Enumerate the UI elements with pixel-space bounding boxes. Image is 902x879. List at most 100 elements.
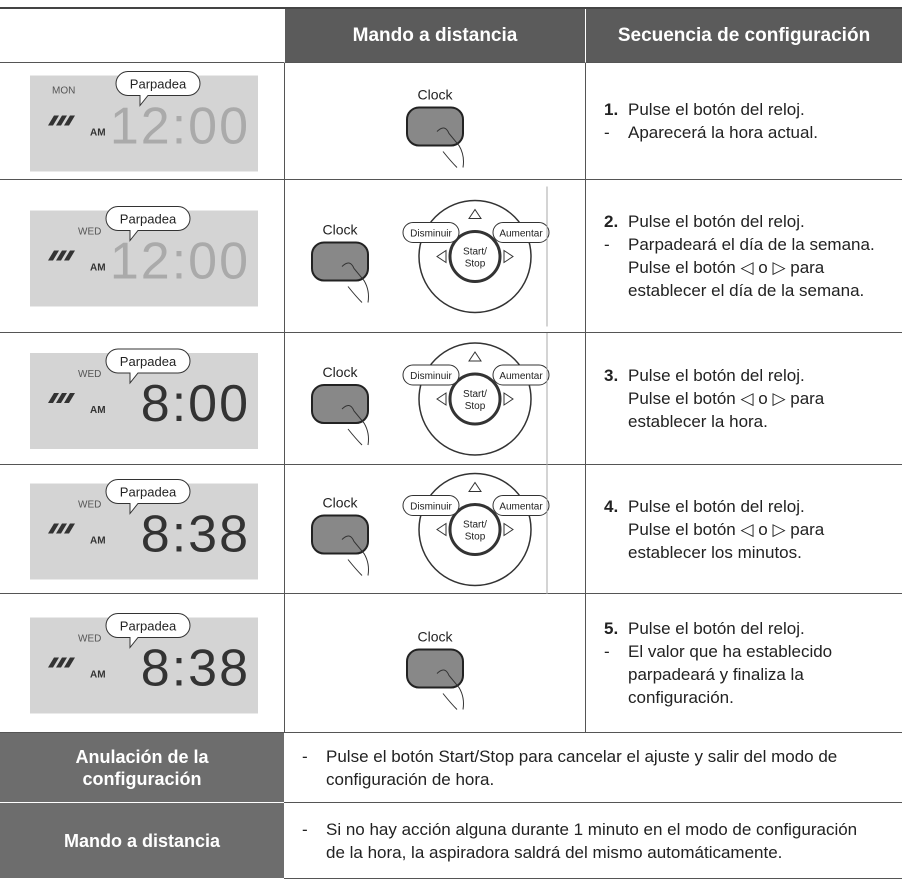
callout-text: Parpadea [120,212,177,227]
arrow-right [503,249,514,264]
remote: Clock [406,629,464,710]
bubble [402,495,460,516]
start-stop-label: Start/Stop [463,520,487,543]
dash: - [302,746,308,766]
clock-label: Clock [322,364,358,380]
remote-cell: Clock Start/Stop Disminuir Aumentar [284,329,585,469]
step-line: - Aparecerá la hora actual. [604,121,890,144]
clock-label: Clock [322,222,358,238]
clock-button [406,648,464,689]
bubble-label: Disminuir [410,371,452,382]
indent [604,518,628,564]
step-text: Pulse el botón ◁ o ▷ para establecer la … [628,389,825,431]
callout-text: Parpadea [130,77,187,92]
lcd-period: AM [90,536,106,547]
step-note: Aparecerá la hora actual. [628,123,818,142]
start-stop [448,230,502,283]
top-rule [0,7,902,9]
step-note: Parpadeará el día de la semana. Pulse el… [628,235,875,300]
lcd-period: AM [90,670,106,681]
step-cell: 4. Pulse el botón del reloj. Pulse el botó… [585,465,902,594]
step-text: Pulse el botón del reloj. [628,212,805,231]
step-number: 5. [604,619,619,638]
step-line: 4. Pulse el botón del reloj. [604,495,890,518]
footer-line: - Si no hay acción alguna durante 1 minut… [302,818,862,864]
callout-text: Parpadea [120,619,177,634]
hand [341,405,369,446]
step-text: Pulse el botón del reloj. [628,366,805,385]
lcd-cell: WED Parpadea AM 8:38 [0,594,284,733]
battery-icon [48,523,75,534]
bubble [492,495,550,516]
header-cell: Mando a distancia [284,9,585,63]
lcd-digits: 8:38 [141,506,250,564]
start-stop [448,372,502,426]
step-note: El valor que ha establecido parpadeará y… [628,642,833,707]
callout-text: Parpadea [120,485,177,500]
step-line: 3. Pulse el botón del reloj. [604,364,890,387]
clock-button [311,514,369,555]
lcd-day: WED [78,369,101,380]
footer-label: Mando a distancia [0,803,284,879]
lcd-period: AM [90,128,106,139]
start-stop-line: Stop [465,259,486,270]
step-number: 3. [604,366,619,385]
step-line: 1. Pulse el botón del reloj. [604,98,890,121]
lcd: MON Parpadea AM 12:00 [30,71,258,172]
lcd-digits: 12:00 [110,98,250,156]
remote-cell: Clock Start/Stop Disminuir Aumentar [284,459,585,600]
lcd-period: AM [90,263,106,274]
bubble [492,364,550,386]
lcd-digits: 8:38 [141,640,250,698]
clock-button [311,384,369,424]
step-line: - Parpadeará el día de la semana. Pulse e… [604,233,890,302]
dash: - [604,642,610,661]
dash: - [604,235,610,254]
bubble-label: Disminuir [410,229,452,240]
hand [341,262,369,303]
lcd-day: WED [78,500,101,511]
lcd-cell: WED Parpadea AM 12:00 [0,180,284,333]
callout [115,71,201,107]
step-line: Pulse el botón ◁ o ▷ para establecer la … [604,387,890,433]
step-cell: 1. Pulse el botón del reloj. - Aparecerá la… [585,63,902,180]
arrow-left [436,392,447,406]
start-stop-line: Start/ [463,247,487,258]
indent [604,387,628,433]
clock-label: Clock [417,629,453,645]
arrow-up [468,208,482,219]
start-stop-label: Start/Stop [463,389,487,412]
dash: - [302,819,308,839]
arrow-up [468,351,482,362]
footer-text: Si no hay acción alguna durante 1 minuto… [326,819,858,862]
bubble [402,222,460,243]
bubble-label: Aumentar [499,502,543,513]
battery-icon [48,393,75,403]
start-stop-line: Stop [465,401,486,412]
footer-cell: - Si no hay acción alguna durante 1 minut… [284,803,902,879]
lcd-day: MON [52,86,75,97]
remote-cell: Clock [284,63,585,180]
remote: Clock Start/Stop Disminuir Aumentar [311,459,550,600]
footer-label: Anulación de la configuración [0,733,284,803]
lcd-cell: WED Parpadea AM 8:00 [0,333,284,465]
clock-label: Clock [417,87,453,103]
lcd-digits: 8:00 [141,375,250,433]
step-text: Pulse el botón del reloj. [628,619,805,638]
bubble-label: Disminuir [410,502,452,513]
hand [341,535,369,576]
start-stop-line: Stop [465,532,486,543]
lcd-day: WED [78,227,101,238]
dash: - [604,123,610,142]
arrow-right [503,522,514,537]
step-line: - El valor que ha establecido parpadeará … [604,640,890,709]
step-text: Pulse el botón ◁ o ▷ para establecer los… [628,519,825,562]
lcd: WED Parpadea AM 12:00 [30,206,258,307]
step-cell: 5. Pulse el botón del reloj. - El valor que… [585,594,902,733]
start-stop-line: Start/ [463,520,487,531]
start-stop-line: Start/ [463,389,487,400]
lcd-digits: 12:00 [110,233,250,291]
callout-text: Parpadea [120,354,177,369]
clock-button [311,241,369,282]
